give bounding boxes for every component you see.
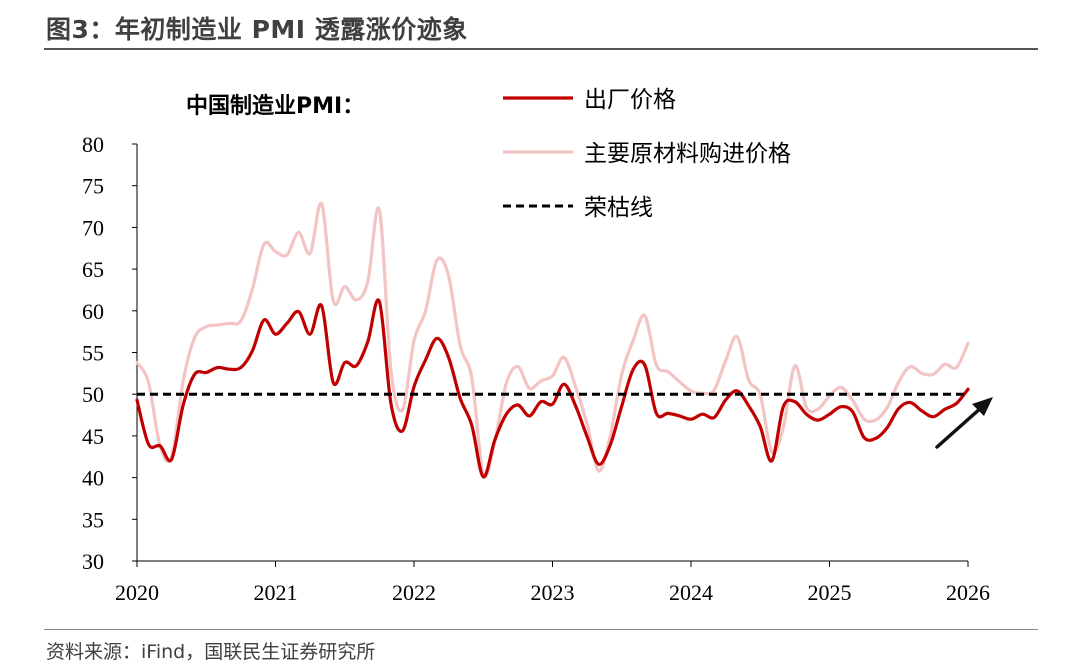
y-tick-label: 75 [82, 174, 104, 199]
y-tick-label: 45 [82, 424, 104, 449]
y-tick-label: 80 [82, 132, 104, 157]
series-line-output-price [135, 298, 970, 479]
x-tick-label: 2020 [115, 580, 159, 605]
title-rule [44, 48, 1038, 50]
y-tick-label: 70 [82, 215, 104, 240]
legend-label: 荣枯线 [584, 195, 653, 221]
x-tick-label: 2021 [254, 580, 298, 605]
x-tick-label: 2023 [531, 580, 575, 605]
legend-label: 出厂价格 [584, 87, 676, 113]
x-tick-label: 2024 [669, 580, 713, 605]
series-layer [135, 201, 993, 479]
y-tick-label: 50 [82, 382, 104, 407]
y-tick-label: 35 [82, 507, 104, 532]
source-rule [44, 629, 1038, 630]
y-tick-label: 55 [82, 341, 104, 366]
figure-title: 图3：年初制造业 PMI 透露涨价迹象 [46, 15, 468, 44]
y-tick-label: 60 [82, 299, 104, 324]
trend-arrow-head [972, 397, 993, 416]
trend-arrow [935, 397, 993, 449]
x-tick-label: 2026 [946, 580, 990, 605]
axes-layer: 80 75 70 65 60 55 50 45 40 35 30 2020 2021 2022 2023 20… [82, 132, 990, 605]
source-note: 资料来源：iFind，国联民生证券研究所 [46, 641, 376, 663]
series-line-input-price [135, 201, 970, 479]
legend-label: 主要原材料购进价格 [584, 141, 791, 167]
chart-title: 中国制造业PMI： [186, 94, 364, 119]
y-tick-label: 30 [82, 549, 104, 574]
y-tick-label: 65 [82, 257, 104, 282]
trend-arrow-shaft [935, 405, 984, 449]
x-tick-label: 2025 [808, 580, 852, 605]
x-tick-label: 2022 [392, 580, 436, 605]
y-tick-label: 40 [82, 466, 104, 491]
